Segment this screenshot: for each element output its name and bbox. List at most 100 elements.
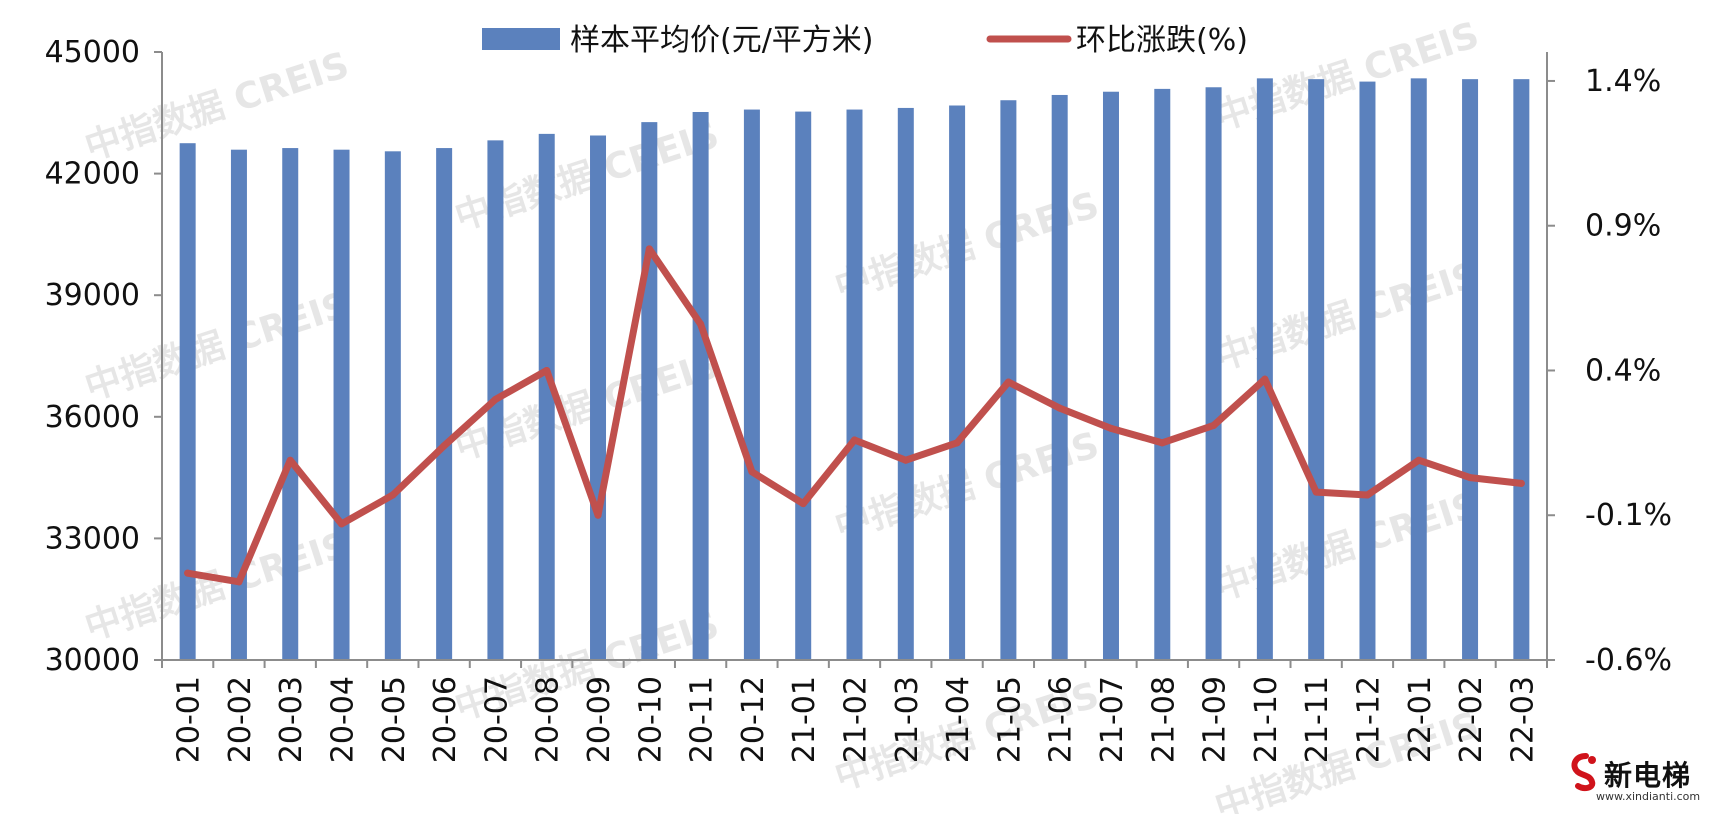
line-point-20-10 [645,245,653,253]
bar-21-07 [1102,91,1119,661]
watermark-text: 中指数据 CREIS [1210,485,1484,609]
right-tick-label: 0.4% [1585,353,1661,388]
bar-21-12 [1359,81,1376,660]
line-point-21-12 [1363,491,1371,499]
x-tick-label: 20-10 [633,676,668,763]
line-point-21-05 [1004,378,1012,386]
x-tick-label: 20-06 [428,676,463,763]
legend: 样本平均价(元/平方米) 环比涨跌(%) [482,23,1248,58]
line-point-21-04 [953,439,961,447]
logo-brand-text: 新电梯 [1604,759,1692,792]
legend-label-bar: 样本平均价(元/平方米) [570,23,874,58]
line-point-20-02 [235,578,243,586]
line-point-21-03 [902,456,910,464]
line-point-21-07 [1107,424,1115,432]
bar-21-06 [1051,94,1068,660]
bar-20-05 [384,151,401,660]
line-point-20-12 [748,468,756,476]
x-tick-label: 22-02 [1454,676,1489,763]
line-point-20-01 [184,569,192,577]
bar-21-02 [846,109,863,661]
right-tick-label: -0.6% [1585,643,1672,678]
x-tick-label: 20-05 [377,676,412,763]
watermark-text: 中指数据 CREIS [1210,255,1484,379]
line-point-20-06 [440,442,448,450]
line-point-20-04 [338,520,346,528]
line-point-21-02 [851,436,858,444]
x-tick-label: 20-07 [479,676,514,763]
line-series-mom-change [184,245,1525,586]
legend-swatch-bar [482,28,560,50]
right-tick-label: 0.9% [1585,209,1661,244]
bar-20-10 [641,122,658,660]
x-tick-label: 21-10 [1249,676,1284,763]
left-tick-label: 39000 [45,278,140,313]
legend-label-line: 环比涨跌(%) [1076,23,1248,58]
bar-21-09 [1205,87,1222,661]
x-tick-label: 21-05 [992,676,1027,763]
right-tick-label: 1.4% [1585,64,1661,99]
x-tick-label: 21-11 [1300,676,1335,763]
bar-20-06 [436,148,453,660]
watermark-text: 中指数据 CREIS [1210,15,1484,139]
bar-21-01 [795,111,812,661]
x-tick-label: 20-09 [582,676,617,763]
left-tick-label: 42000 [45,157,140,192]
line-point-22-01 [1415,456,1423,464]
bar-22-01 [1410,78,1427,660]
line-point-21-08 [1158,439,1166,447]
line-point-20-08 [543,366,551,374]
line-point-22-03 [1517,479,1525,487]
x-tick-label: 21-03 [890,676,925,763]
x-tick-label: 20-03 [274,676,309,763]
line-point-22-02 [1466,474,1474,482]
line-point-21-09 [1210,421,1218,429]
bar-20-01 [179,143,196,660]
bar-21-04 [949,105,966,660]
x-tick-label: 21-04 [941,676,976,763]
x-tick-label: 21-12 [1351,676,1386,763]
bar-21-03 [897,107,914,661]
bar-20-11 [692,111,709,661]
line-point-21-06 [1056,404,1064,412]
bar-21-11 [1308,79,1325,660]
line-point-21-10 [1261,375,1269,383]
left-tick-label: 33000 [45,521,140,556]
x-tick-label: 21-02 [839,676,874,763]
bar-22-02 [1462,79,1479,660]
bar-20-08 [538,133,555,661]
line-point-20-09 [594,511,602,519]
x-tick-label: 21-08 [1146,676,1181,763]
left-tick-label: 45000 [45,35,140,70]
line-point-20-05 [389,491,397,499]
left-tick-label: 36000 [45,400,140,435]
x-tick-label: 22-01 [1403,676,1438,763]
bar-20-12 [743,109,760,661]
bar-20-03 [282,148,299,660]
x-tick-label: 22-03 [1505,676,1540,763]
bar-20-04 [333,149,350,660]
logo-url-text: www.xindianti.com [1596,790,1701,803]
bar-series-average-price [179,78,1530,661]
x-tick-label: 20-01 [172,676,207,763]
bar-21-08 [1154,88,1171,661]
x-tick-label: 21-06 [1044,676,1079,763]
line-point-21-11 [1312,488,1320,496]
right-tick-label: -0.1% [1585,498,1672,533]
x-tick-label: 21-01 [787,676,822,763]
line-point-21-01 [799,500,807,508]
bar-20-02 [230,149,247,660]
line-point-20-11 [697,320,705,328]
brand-logo: 新电梯 www.xindianti.com [1566,752,1716,808]
x-tick-label: 20-12 [736,676,771,763]
axes: 45000 42000 39000 36000 33000 30000 1.4% 0.9% 0.… [45,35,1672,763]
line-point-20-07 [491,395,499,403]
x-tick-label: 20-11 [685,676,720,763]
elevator-logo-icon [1571,753,1596,792]
x-tick-label: 20-04 [326,676,361,763]
x-tick-label: 21-09 [1198,676,1233,763]
left-tick-label: 30000 [45,643,140,678]
bar-20-09 [590,135,607,661]
x-tick-label: 21-07 [1095,676,1130,763]
